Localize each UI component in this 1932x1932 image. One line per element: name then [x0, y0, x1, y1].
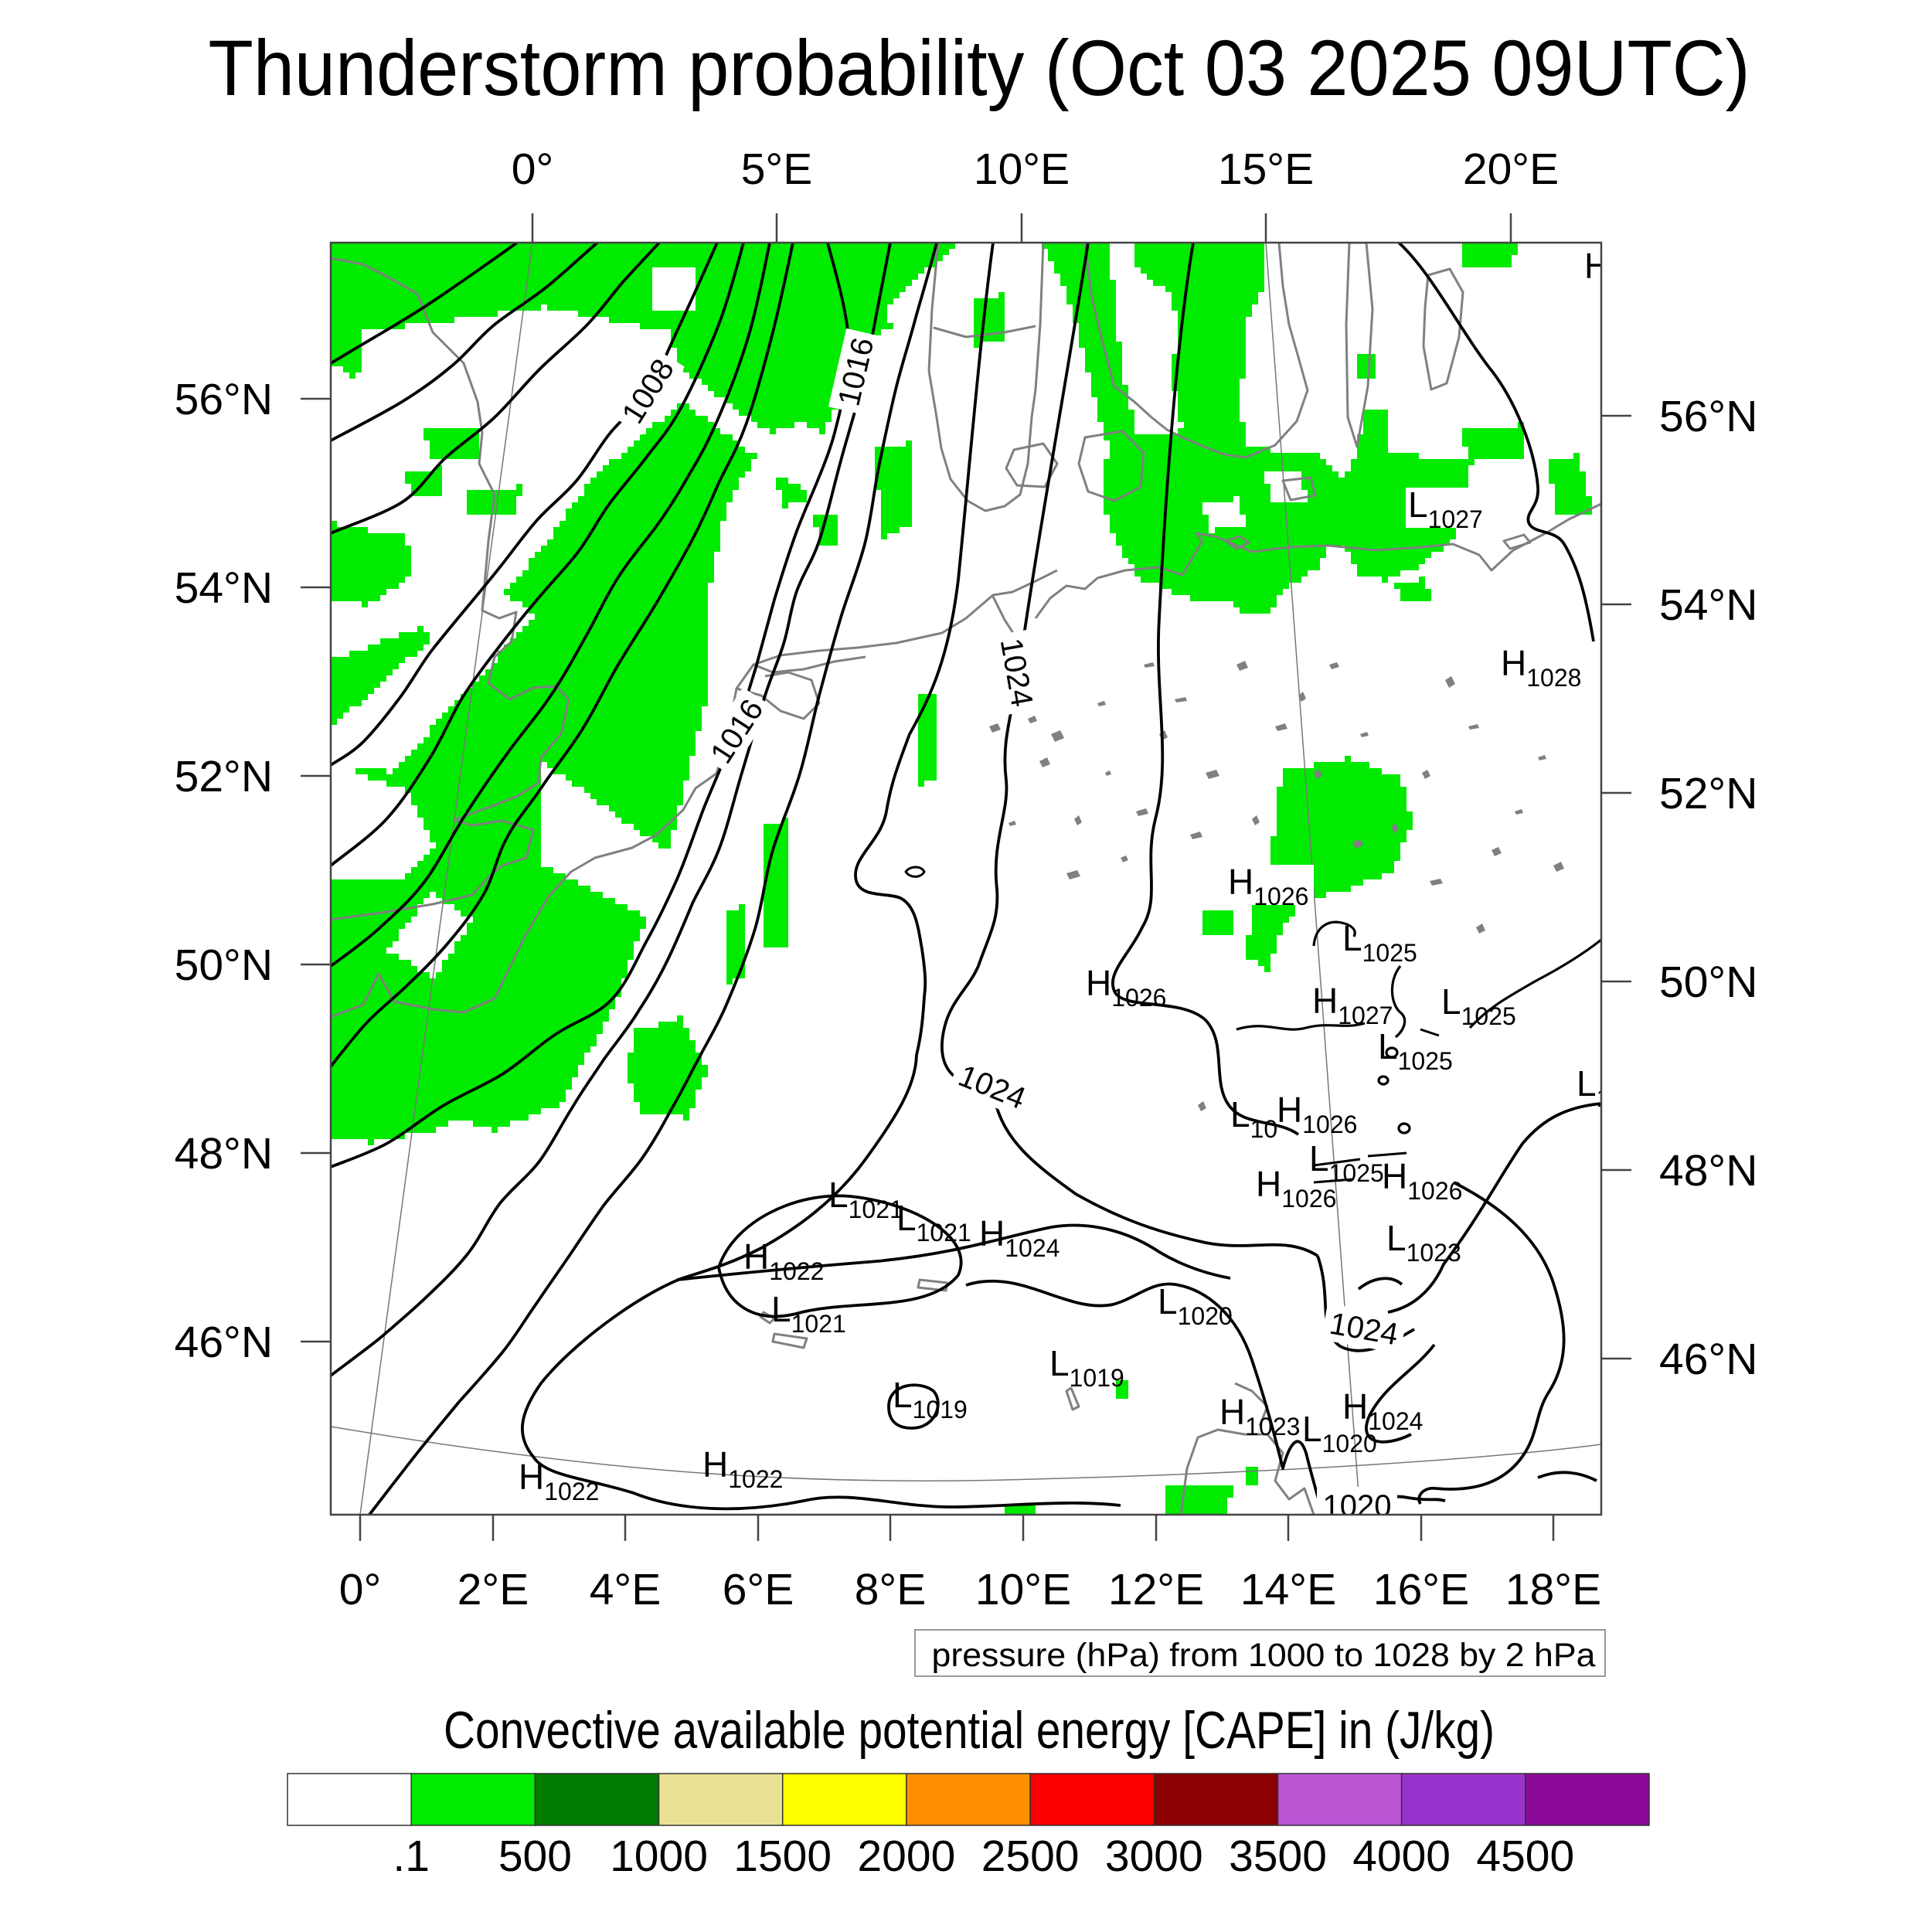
svg-text:0°: 0° — [339, 1565, 382, 1614]
svg-text:8°E: 8°E — [855, 1565, 927, 1614]
svg-text:15°E: 15°E — [1218, 145, 1314, 194]
svg-text:2°E: 2°E — [457, 1565, 529, 1614]
svg-text:48°N: 48°N — [175, 1129, 273, 1179]
svg-text:10°E: 10°E — [974, 145, 1070, 194]
svg-text:10°E: 10°E — [975, 1565, 1071, 1614]
svg-text:52°N: 52°N — [1659, 769, 1757, 818]
svg-text:0°: 0° — [512, 145, 554, 194]
svg-text:54°N: 54°N — [1659, 580, 1757, 630]
svg-text:500: 500 — [498, 1832, 572, 1881]
svg-text:46°N: 46°N — [1659, 1335, 1757, 1384]
svg-text:2000: 2000 — [857, 1832, 955, 1881]
svg-text:H: H — [1584, 246, 1610, 286]
svg-text:.1: .1 — [393, 1832, 430, 1881]
svg-text:3500: 3500 — [1229, 1832, 1327, 1881]
svg-text:Thunderstorm probability (Oct: Thunderstorm probability (Oct 03 2025 09… — [209, 24, 1750, 112]
svg-text:16°E: 16°E — [1373, 1565, 1469, 1614]
svg-text:Convective available potential: Convective available potential energy [C… — [444, 1701, 1495, 1760]
svg-text:6°E: 6°E — [723, 1565, 794, 1614]
svg-text:50°N: 50°N — [175, 940, 273, 990]
svg-text:1020: 1020 — [1323, 1489, 1392, 1523]
svg-text:4500: 4500 — [1476, 1832, 1574, 1881]
svg-text:4°E: 4°E — [590, 1565, 662, 1614]
svg-text:54°N: 54°N — [175, 563, 273, 613]
svg-text:pressure (hPa) from 1000 to 10: pressure (hPa) from 1000 to 1028 by 2 hP… — [932, 1637, 1596, 1674]
svg-text:56°N: 56°N — [175, 375, 273, 424]
svg-text:5°E: 5°E — [741, 145, 813, 194]
svg-text:2500: 2500 — [981, 1832, 1080, 1881]
svg-text:12°E: 12°E — [1108, 1565, 1204, 1614]
svg-text:50°N: 50°N — [1659, 957, 1757, 1007]
svg-text:18°E: 18°E — [1505, 1565, 1601, 1614]
svg-text:52°N: 52°N — [175, 752, 273, 801]
svg-text:1500: 1500 — [733, 1832, 832, 1881]
svg-text:46°N: 46°N — [175, 1318, 273, 1367]
svg-text:3000: 3000 — [1105, 1832, 1203, 1881]
svg-text:48°N: 48°N — [1659, 1146, 1757, 1196]
svg-text:20°E: 20°E — [1463, 145, 1559, 194]
svg-text:56°N: 56°N — [1659, 392, 1757, 441]
svg-text:1000: 1000 — [610, 1832, 708, 1881]
svg-text:14°E: 14°E — [1240, 1565, 1336, 1614]
svg-text:4000: 4000 — [1352, 1832, 1451, 1881]
